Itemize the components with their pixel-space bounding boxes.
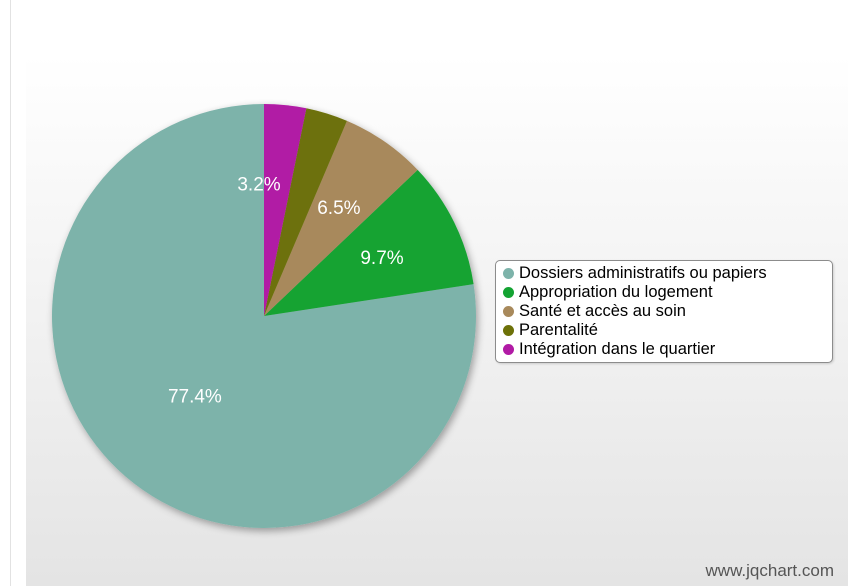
legend-item-3[interactable]: Santé et accès au soin — [503, 302, 826, 321]
legend-marker-icon — [503, 325, 514, 336]
legend-item-4[interactable]: Parentalité — [503, 321, 826, 340]
legend-item-1[interactable]: Dossiers administratifs ou papiers — [503, 264, 826, 283]
legend-label: Parentalité — [519, 321, 598, 339]
legend-label: Dossiers administratifs ou papiers — [519, 264, 767, 282]
legend-marker-icon — [503, 344, 514, 355]
slice-label-1: 77.4% — [168, 386, 222, 407]
pie-slice-3[interactable] — [264, 120, 418, 316]
watermark[interactable]: www.jqchart.com — [705, 561, 834, 580]
pie-slice-1[interactable] — [51, 104, 476, 528]
pie-slices — [51, 103, 476, 528]
slice-label-3: 6.5% — [317, 198, 360, 219]
slice-label-2: 9.7% — [360, 248, 403, 269]
legend-label: Appropriation du logement — [519, 283, 713, 301]
legend-label: Intégration dans le quartier — [519, 340, 716, 358]
legend-marker-icon — [503, 287, 514, 298]
legend-item-2[interactable]: Appropriation du logement — [503, 283, 826, 302]
pie-slice-5[interactable] — [264, 103, 307, 316]
legend-marker-icon — [503, 306, 514, 317]
legend-label: Santé et accès au soin — [519, 302, 686, 320]
pie-slice-4[interactable] — [264, 108, 347, 317]
pie-slice-2[interactable] — [264, 169, 474, 316]
slice-label-5: 3.2% — [237, 175, 280, 196]
legend: Dossiers administratifs ou papiers Approp… — [495, 260, 833, 363]
left-divider — [10, 0, 11, 586]
legend-marker-icon — [503, 268, 514, 279]
slice-labels: 77.4% 9.7% 6.5% 3.2% — [168, 175, 404, 408]
legend-item-5[interactable]: Intégration dans le quartier — [503, 340, 826, 359]
